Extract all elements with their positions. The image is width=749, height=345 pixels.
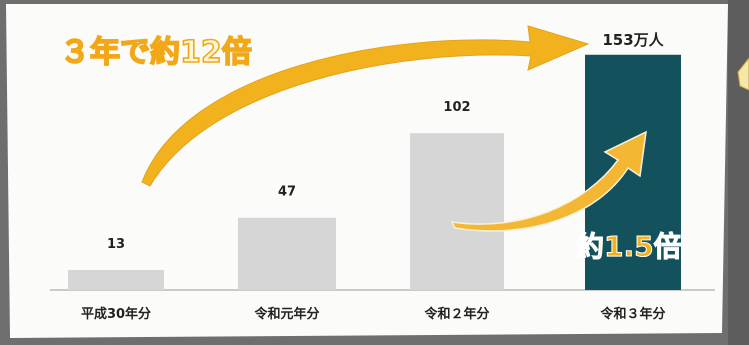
- growth-arrow-large: [141, 25, 590, 187]
- category-label-4: 令和３年分: [600, 306, 665, 322]
- bars-group: [68, 54, 681, 291]
- bar-2: [238, 217, 336, 290]
- category-label-1: 平成30年分: [81, 306, 151, 322]
- category-labels-group: 平成30年分 令和元年分 令和２年分 令和３年分: [81, 306, 666, 322]
- growth-last-annotation: 約1.5倍: [576, 230, 682, 263]
- value-label-4: 153万人: [602, 31, 664, 49]
- value-labels-group: 13 47 102 153万人: [107, 31, 665, 252]
- bar-4: [585, 54, 681, 291]
- edge-burst-shape: [737, 57, 749, 91]
- bar-3: [410, 133, 504, 290]
- category-label-3: 令和２年分: [424, 306, 489, 322]
- bar-1: [68, 270, 164, 290]
- value-label-2: 47: [278, 185, 296, 200]
- chart-panel: [6, 4, 728, 338]
- page-edge: [728, 0, 749, 345]
- value-label-3: 102: [443, 100, 470, 115]
- growth-total-annotation: ３年で約12倍: [60, 35, 252, 70]
- value-label-1: 13: [107, 237, 125, 252]
- growth-arrow-small: [450, 130, 647, 232]
- category-label-2: 令和元年分: [254, 306, 319, 322]
